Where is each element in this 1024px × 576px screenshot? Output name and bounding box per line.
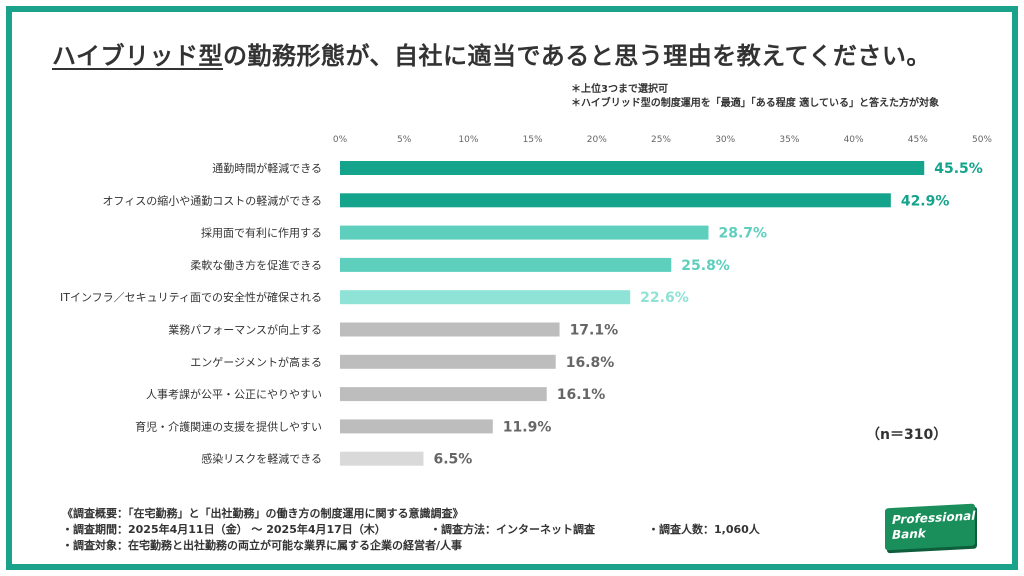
category-label: オフィスの縮小や通勤コストの軽減ができる (102, 193, 322, 207)
bar (340, 225, 709, 240)
bar (340, 193, 891, 208)
professional-bank-logo: Professional Bank (885, 503, 975, 551)
value-label: 16.1% (557, 387, 606, 403)
survey-overview: 《調査概要：「在宅勤務」と「出社勤務」の働き方の制度運用に関する意識調査》 (62, 507, 464, 520)
x-tick-label: 40% (844, 135, 864, 145)
category-label: 通勤時間が軽減できる (212, 161, 322, 175)
category-label: 業務パフォーマンスが向上する (168, 323, 322, 337)
survey-method: ・調査方法：インターネット調査 (430, 523, 595, 536)
category-label: 柔軟な働き方を促進できる (190, 258, 322, 272)
x-tick-label: 50% (972, 135, 992, 145)
category-label: 人事考課が公平・公正にやりやすい (146, 387, 322, 401)
bar (340, 257, 672, 272)
frame-border (6, 6, 1018, 570)
value-label: 25.8% (681, 258, 730, 274)
value-label: 28.7% (719, 226, 768, 242)
title-underlined: ハイブリッド型 (52, 42, 224, 70)
bar (340, 387, 547, 402)
category-label: 採用面で有利に作用する (201, 226, 322, 240)
bar (340, 419, 493, 434)
sample-size: （n＝310） (866, 427, 948, 443)
survey-count: ・調査人数：1,060人 (648, 523, 760, 536)
bar (340, 322, 560, 337)
value-label: 17.1% (570, 323, 619, 339)
page-title: ハイブリッド型の勤務形態が、自社に適当であると思う理由を教えてください。 (52, 36, 931, 71)
category-label: ITインフラ／セキュリティ面での安全性が確保される (60, 290, 322, 304)
bar (340, 161, 925, 175)
category-label: 感染リスクを軽減できる (201, 452, 322, 466)
value-label: 45.5% (934, 161, 983, 177)
x-tick-label: 5% (397, 135, 412, 145)
category-label: 育児・介護関連の支援を提供しやすい (135, 419, 322, 433)
value-label: 22.6% (640, 290, 689, 306)
x-tick-label: 30% (715, 135, 735, 145)
note-target: ＊ハイブリッド型の制度運用を「最適」「ある程度 適している」と答えた方が対象 (571, 98, 939, 109)
value-label: 16.8% (566, 355, 615, 371)
category-label: エンゲージメントが高まる (190, 355, 322, 369)
title-rest: の勤務形態が、自社に適当であると思う理由を教えてください。 (223, 42, 931, 70)
survey-period: ・調査期間：2025年4月11日（金） 〜 2025年4月17日（木） (62, 523, 386, 536)
value-label: 42.9% (901, 193, 950, 209)
x-tick-label: 25% (651, 135, 671, 145)
bar (340, 354, 556, 369)
value-label: 6.5% (433, 452, 472, 468)
x-tick-label: 35% (779, 135, 799, 145)
note-selection: ＊上位3つまで選択可 (571, 84, 668, 95)
bar (340, 451, 424, 466)
x-tick-label: 20% (587, 135, 607, 145)
survey-target: ・調査対象：在宅勤務と出社勤務の両立が可能な業界に属する企業の経営者/人事 (62, 539, 463, 552)
value-label: 11.9% (503, 419, 552, 435)
x-tick-label: 45% (908, 135, 928, 145)
x-tick-label: 15% (523, 135, 543, 145)
x-tick-label: 0% (333, 135, 348, 145)
bar (340, 290, 631, 305)
x-tick-label: 10% (458, 135, 478, 145)
